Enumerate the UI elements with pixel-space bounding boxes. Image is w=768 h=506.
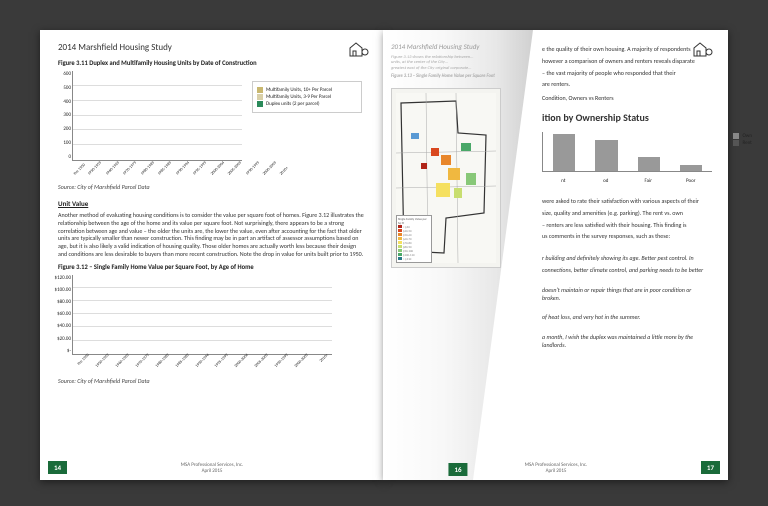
page-number-right: 17: [701, 461, 720, 474]
chart-home-value: $-$20.00$40.00$60.00$80.00$100.00$120.00…: [72, 275, 332, 355]
footer-left: MSA Professional Services, Inc.April 201…: [181, 462, 244, 474]
chart2-y-axis: $-$20.00$40.00$60.00$80.00$100.00$120.00: [45, 275, 71, 354]
chart1-x-axis: Pre 19501950-19591960-19691970-19791980-…: [73, 173, 242, 178]
ownership-heading: ition by Ownership Status: [542, 111, 710, 124]
figure-3-11-title: Figure 3.11 Duplex and Multifamily Housi…: [58, 59, 366, 67]
figure-3-12-title: Figure 3.12 – Single Family Home Value p…: [58, 263, 366, 271]
source-1: Source: City of Marshfield Parcel Data: [58, 183, 366, 191]
chart1-legend: Multifamily Units, 10+ Per ParcelMultifa…: [252, 81, 362, 113]
chart1-bars: [73, 71, 242, 160]
house-logo-icon: [346, 40, 370, 58]
chart3-legend: Own Rent: [733, 132, 752, 147]
unit-value-heading: Unit Value: [58, 199, 366, 208]
chart2-x-axis: Pre 19501950-19591960-19691970-19791980-…: [73, 367, 332, 372]
footer-right: MSA Professional Services, Inc.April 201…: [525, 462, 588, 474]
chart-ownership: Own Rent: [542, 132, 712, 172]
right-visible-content: e the quality of their own housing. A ma…: [542, 46, 710, 350]
left-page: 2014 Marshfield Housing Study Figure 3.1…: [40, 30, 384, 480]
page-number-left: 14: [48, 461, 67, 474]
chart1-y-axis: 0100200300400500600: [59, 71, 71, 160]
page-spread: 2014 Marshfield Housing Study Figure 3.1…: [40, 30, 728, 480]
chart-duplex-multifamily: 0100200300400500600 Pre 19501950-1959196…: [72, 71, 242, 161]
right-page: e the quality of their own housing. A ma…: [384, 30, 728, 480]
doc-title: 2014 Marshfield Housing Study: [58, 42, 366, 53]
source-2: Source: City of Marshfield Parcel Data: [58, 377, 366, 385]
chart2-bars: [73, 275, 332, 354]
house-logo-icon: [690, 40, 714, 58]
unit-value-para: Another method of evaluating housing con…: [58, 212, 366, 259]
